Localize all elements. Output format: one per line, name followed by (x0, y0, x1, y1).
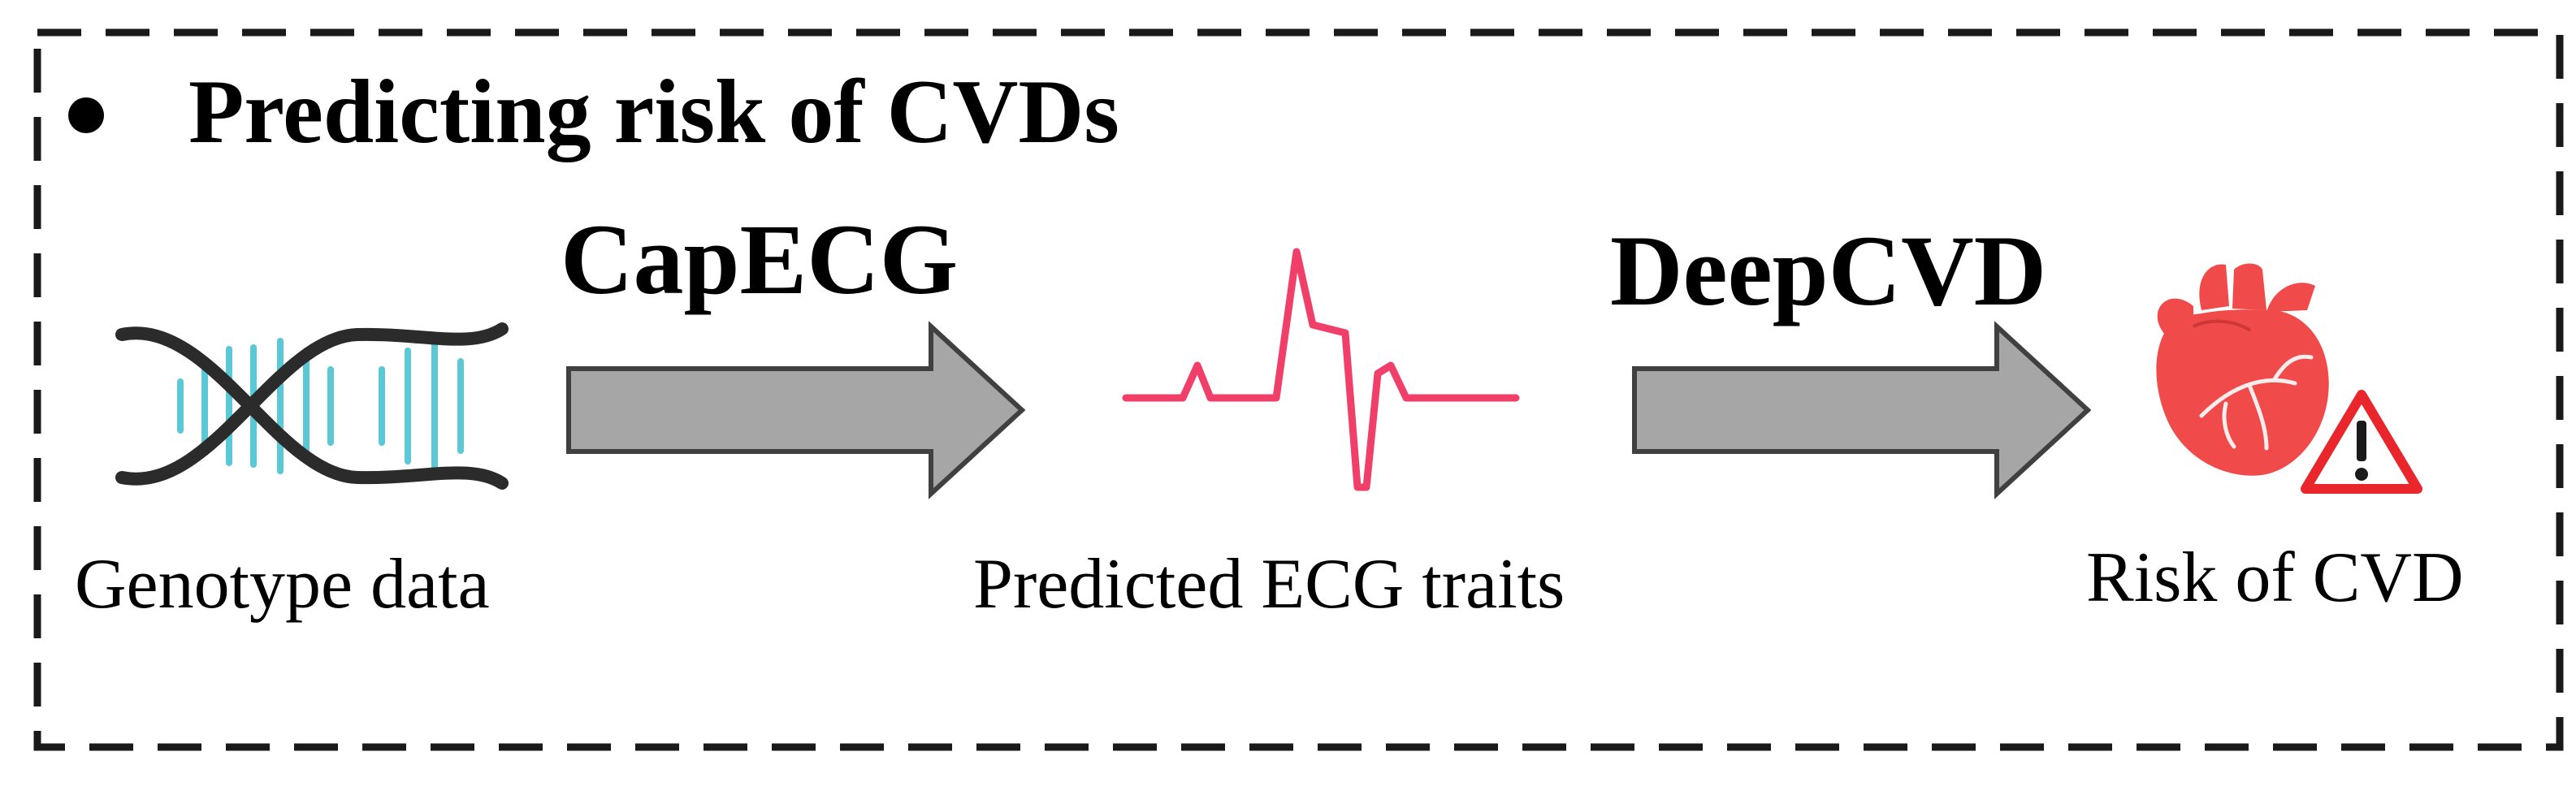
arrow-right-capecg (566, 321, 1026, 499)
bullet-point (68, 97, 104, 133)
step-model-deepcvd: DeepCVD (1610, 215, 2047, 326)
section-title: Predicting risk of CVDs (188, 62, 1119, 162)
warning-icon (2301, 390, 2422, 494)
label-risk-of-cvd: Risk of CVD (2086, 538, 2464, 617)
ecg-waveform-icon (1122, 248, 1520, 491)
heart-icon (2156, 263, 2329, 476)
dna-icon (115, 322, 509, 490)
step-model-capecg: CapECG (561, 204, 959, 315)
label-predicted-ecg-traits: Predicted ECG traits (973, 545, 1565, 624)
label-genotype-data: Genotype data (75, 545, 490, 624)
arrow-right-deepcvd (1632, 321, 2092, 499)
